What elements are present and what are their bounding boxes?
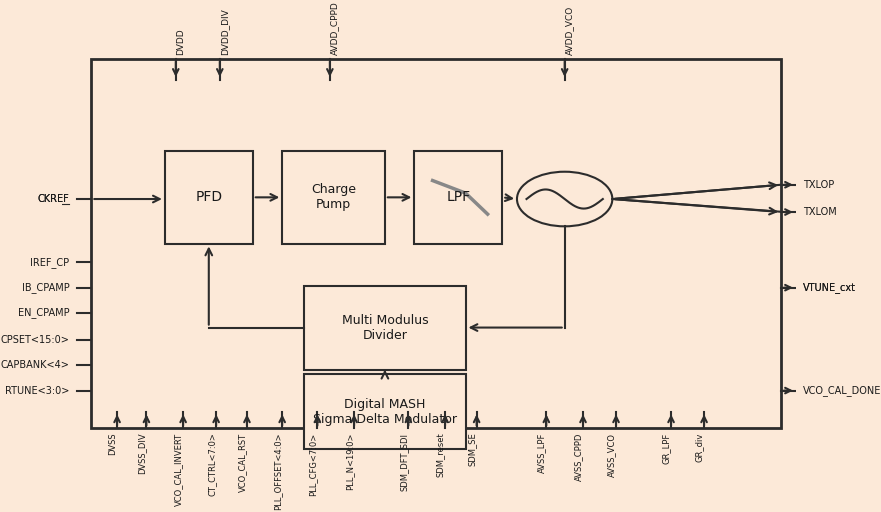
Bar [92, 59, 781, 429]
Text: CKREF: CKREF [38, 194, 70, 204]
Text: DVSS: DVSS [108, 433, 117, 455]
Text: PFD: PFD [196, 190, 222, 204]
Text: DVDD: DVDD [176, 28, 185, 54]
Text: CT_CTRL<7:0>: CT_CTRL<7:0> [207, 433, 216, 497]
Text: SDM_reset: SDM_reset [436, 433, 445, 477]
Text: PLL_N<19:0>: PLL_N<19:0> [345, 433, 354, 490]
Bar [304, 374, 466, 450]
Text: PLL_CFG<7:0>: PLL_CFG<7:0> [308, 433, 317, 496]
Bar [414, 151, 502, 244]
Text: GR_LPF: GR_LPF [662, 433, 671, 464]
Text: AVDD_CPPD: AVDD_CPPD [329, 1, 339, 54]
Text: CPSET<15:0>: CPSET<15:0> [1, 335, 70, 345]
Text: CAPBANK<4>: CAPBANK<4> [1, 360, 70, 370]
Text: RTUNE<3:0>: RTUNE<3:0> [5, 386, 70, 396]
Text: AVSS_VCO: AVSS_VCO [607, 433, 616, 477]
Text: CKREF: CKREF [38, 194, 70, 204]
Text: SDM_DFT_SDI: SDM_DFT_SDI [399, 433, 409, 490]
Text: VCO_CAL_INVERT: VCO_CAL_INVERT [174, 433, 183, 506]
Text: DVDD_DIV: DVDD_DIV [219, 8, 229, 54]
Text: LPF: LPF [446, 190, 470, 204]
Text: Digital MASH
Sigma Delta Modulator: Digital MASH Sigma Delta Modulator [313, 397, 457, 425]
Text: Multi Modulus
Divider: Multi Modulus Divider [342, 313, 428, 342]
Text: IB_CPAMP: IB_CPAMP [22, 282, 70, 293]
Text: Charge
Pump: Charge Pump [311, 183, 356, 211]
Text: IREF_CP: IREF_CP [30, 257, 70, 268]
Text: AVSS_CPPD: AVSS_CPPD [574, 433, 583, 481]
Bar [282, 151, 385, 244]
Text: AVSS_LPF: AVSS_LPF [537, 433, 546, 473]
Text: VCO_CAL_RST: VCO_CAL_RST [238, 433, 247, 492]
Bar [165, 151, 253, 244]
Text: GR_div: GR_div [695, 433, 704, 462]
Text: VCO_CAL_DONE: VCO_CAL_DONE [803, 385, 881, 396]
Text: VTUNE_cxt: VTUNE_cxt [803, 282, 856, 293]
Text: PLL_OFFSET<4:0>: PLL_OFFSET<4:0> [273, 433, 282, 510]
Text: AVDD_VCO: AVDD_VCO [565, 5, 574, 54]
Text: TXLOM: TXLOM [803, 207, 837, 217]
Bar [304, 286, 466, 370]
Text: TXLOP: TXLOP [803, 180, 834, 190]
Text: DVSS_DIV: DVSS_DIV [137, 433, 146, 474]
Text: SDM_SE: SDM_SE [468, 433, 477, 466]
Text: VTUNE_cxt: VTUNE_cxt [803, 282, 856, 293]
Text: EN_CPAMP: EN_CPAMP [18, 307, 70, 318]
